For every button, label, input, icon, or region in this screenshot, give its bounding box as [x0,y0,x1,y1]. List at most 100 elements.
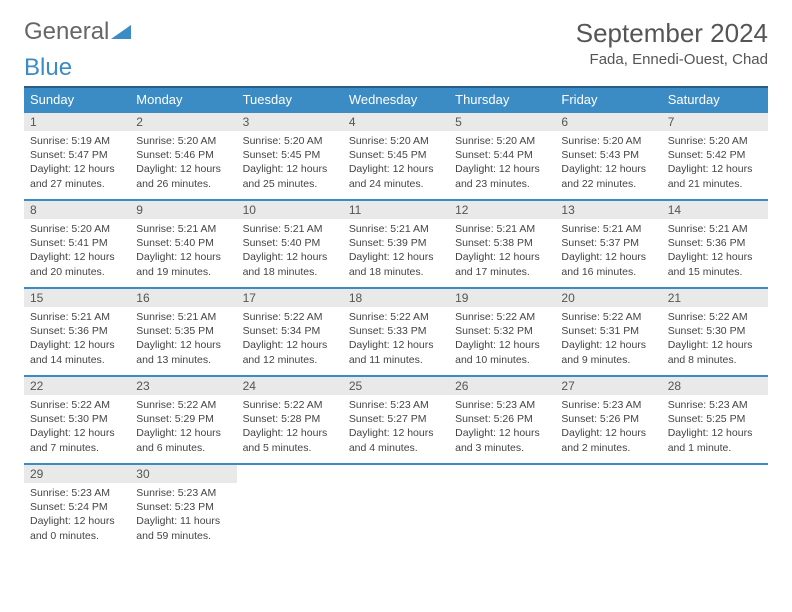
day-number: 24 [237,377,343,395]
day-number: 17 [237,289,343,307]
calendar-cell: 2Sunrise: 5:20 AMSunset: 5:46 PMDaylight… [130,112,236,200]
day-details: Sunrise: 5:22 AMSunset: 5:28 PMDaylight:… [237,395,343,459]
calendar-row: 15Sunrise: 5:21 AMSunset: 5:36 PMDayligh… [24,288,768,376]
calendar-cell: 27Sunrise: 5:23 AMSunset: 5:26 PMDayligh… [555,376,661,464]
weekday-header-row: Sunday Monday Tuesday Wednesday Thursday… [24,87,768,112]
calendar-row: 22Sunrise: 5:22 AMSunset: 5:30 PMDayligh… [24,376,768,464]
day-number: 9 [130,201,236,219]
calendar-cell: 8Sunrise: 5:20 AMSunset: 5:41 PMDaylight… [24,200,130,288]
day-number: 16 [130,289,236,307]
day-number: 19 [449,289,555,307]
calendar-cell: 13Sunrise: 5:21 AMSunset: 5:37 PMDayligh… [555,200,661,288]
calendar-cell: 22Sunrise: 5:22 AMSunset: 5:30 PMDayligh… [24,376,130,464]
day-number: 12 [449,201,555,219]
day-details: Sunrise: 5:20 AMSunset: 5:46 PMDaylight:… [130,131,236,195]
calendar-cell: . [662,464,768,554]
day-number: 27 [555,377,661,395]
day-details: Sunrise: 5:21 AMSunset: 5:35 PMDaylight:… [130,307,236,371]
weekday-monday: Monday [130,87,236,112]
calendar-cell: 28Sunrise: 5:23 AMSunset: 5:25 PMDayligh… [662,376,768,464]
calendar-cell: 7Sunrise: 5:20 AMSunset: 5:42 PMDaylight… [662,112,768,200]
day-details: Sunrise: 5:23 AMSunset: 5:26 PMDaylight:… [449,395,555,459]
calendar-cell: 26Sunrise: 5:23 AMSunset: 5:26 PMDayligh… [449,376,555,464]
calendar-row: 1Sunrise: 5:19 AMSunset: 5:47 PMDaylight… [24,112,768,200]
calendar-cell: 5Sunrise: 5:20 AMSunset: 5:44 PMDaylight… [449,112,555,200]
day-details: Sunrise: 5:20 AMSunset: 5:45 PMDaylight:… [343,131,449,195]
day-number: 26 [449,377,555,395]
day-details: Sunrise: 5:23 AMSunset: 5:23 PMDaylight:… [130,483,236,547]
calendar-table: Sunday Monday Tuesday Wednesday Thursday… [24,86,768,554]
day-details: Sunrise: 5:23 AMSunset: 5:24 PMDaylight:… [24,483,130,547]
month-title: September 2024 [576,18,768,49]
day-details: Sunrise: 5:21 AMSunset: 5:36 PMDaylight:… [662,219,768,283]
calendar-cell: 15Sunrise: 5:21 AMSunset: 5:36 PMDayligh… [24,288,130,376]
weekday-tuesday: Tuesday [237,87,343,112]
day-details: Sunrise: 5:22 AMSunset: 5:33 PMDaylight:… [343,307,449,371]
day-details: Sunrise: 5:23 AMSunset: 5:26 PMDaylight:… [555,395,661,459]
day-number: 18 [343,289,449,307]
day-number: 1 [24,113,130,131]
day-details: Sunrise: 5:21 AMSunset: 5:40 PMDaylight:… [130,219,236,283]
weekday-sunday: Sunday [24,87,130,112]
calendar-cell: 12Sunrise: 5:21 AMSunset: 5:38 PMDayligh… [449,200,555,288]
weekday-thursday: Thursday [449,87,555,112]
day-number: 20 [555,289,661,307]
day-number: 8 [24,201,130,219]
weekday-friday: Friday [555,87,661,112]
day-details: Sunrise: 5:22 AMSunset: 5:30 PMDaylight:… [24,395,130,459]
calendar-cell: 23Sunrise: 5:22 AMSunset: 5:29 PMDayligh… [130,376,236,464]
logo-text-blue: Blue [24,54,768,82]
day-number: 21 [662,289,768,307]
day-details: Sunrise: 5:22 AMSunset: 5:32 PMDaylight:… [449,307,555,371]
calendar-cell: 11Sunrise: 5:21 AMSunset: 5:39 PMDayligh… [343,200,449,288]
day-number: 10 [237,201,343,219]
calendar-cell: 24Sunrise: 5:22 AMSunset: 5:28 PMDayligh… [237,376,343,464]
calendar-cell: 18Sunrise: 5:22 AMSunset: 5:33 PMDayligh… [343,288,449,376]
day-number: 3 [237,113,343,131]
day-number: 22 [24,377,130,395]
day-number: 6 [555,113,661,131]
day-details: Sunrise: 5:20 AMSunset: 5:45 PMDaylight:… [237,131,343,195]
day-details: Sunrise: 5:22 AMSunset: 5:29 PMDaylight:… [130,395,236,459]
day-details: Sunrise: 5:21 AMSunset: 5:37 PMDaylight:… [555,219,661,283]
weekday-saturday: Saturday [662,87,768,112]
day-number: 23 [130,377,236,395]
day-details: Sunrise: 5:20 AMSunset: 5:42 PMDaylight:… [662,131,768,195]
calendar-cell: 16Sunrise: 5:21 AMSunset: 5:35 PMDayligh… [130,288,236,376]
day-details: Sunrise: 5:23 AMSunset: 5:25 PMDaylight:… [662,395,768,459]
calendar-cell: 3Sunrise: 5:20 AMSunset: 5:45 PMDaylight… [237,112,343,200]
day-details: Sunrise: 5:21 AMSunset: 5:39 PMDaylight:… [343,219,449,283]
calendar-cell: . [343,464,449,554]
calendar-cell: 9Sunrise: 5:21 AMSunset: 5:40 PMDaylight… [130,200,236,288]
day-number: 4 [343,113,449,131]
logo-triangle-icon [111,23,133,41]
calendar-cell: 30Sunrise: 5:23 AMSunset: 5:23 PMDayligh… [130,464,236,554]
day-details: Sunrise: 5:20 AMSunset: 5:43 PMDaylight:… [555,131,661,195]
day-number: 15 [24,289,130,307]
day-number: 2 [130,113,236,131]
day-details: Sunrise: 5:19 AMSunset: 5:47 PMDaylight:… [24,131,130,195]
day-details: Sunrise: 5:21 AMSunset: 5:38 PMDaylight:… [449,219,555,283]
calendar-cell: 14Sunrise: 5:21 AMSunset: 5:36 PMDayligh… [662,200,768,288]
day-details: Sunrise: 5:20 AMSunset: 5:41 PMDaylight:… [24,219,130,283]
day-details: Sunrise: 5:22 AMSunset: 5:30 PMDaylight:… [662,307,768,371]
weekday-wednesday: Wednesday [343,87,449,112]
day-number: 5 [449,113,555,131]
day-number: 28 [662,377,768,395]
calendar-row: 29Sunrise: 5:23 AMSunset: 5:24 PMDayligh… [24,464,768,554]
day-number: 30 [130,465,236,483]
calendar-cell: 21Sunrise: 5:22 AMSunset: 5:30 PMDayligh… [662,288,768,376]
day-details: Sunrise: 5:21 AMSunset: 5:40 PMDaylight:… [237,219,343,283]
logo-text-general: General [24,18,109,46]
calendar-row: 8Sunrise: 5:20 AMSunset: 5:41 PMDaylight… [24,200,768,288]
calendar-cell: 17Sunrise: 5:22 AMSunset: 5:34 PMDayligh… [237,288,343,376]
calendar-cell: 1Sunrise: 5:19 AMSunset: 5:47 PMDaylight… [24,112,130,200]
day-number: 7 [662,113,768,131]
day-number: 14 [662,201,768,219]
day-details: Sunrise: 5:22 AMSunset: 5:31 PMDaylight:… [555,307,661,371]
calendar-cell: . [449,464,555,554]
day-number: 11 [343,201,449,219]
day-details: Sunrise: 5:20 AMSunset: 5:44 PMDaylight:… [449,131,555,195]
calendar-cell: 10Sunrise: 5:21 AMSunset: 5:40 PMDayligh… [237,200,343,288]
day-details: Sunrise: 5:22 AMSunset: 5:34 PMDaylight:… [237,307,343,371]
